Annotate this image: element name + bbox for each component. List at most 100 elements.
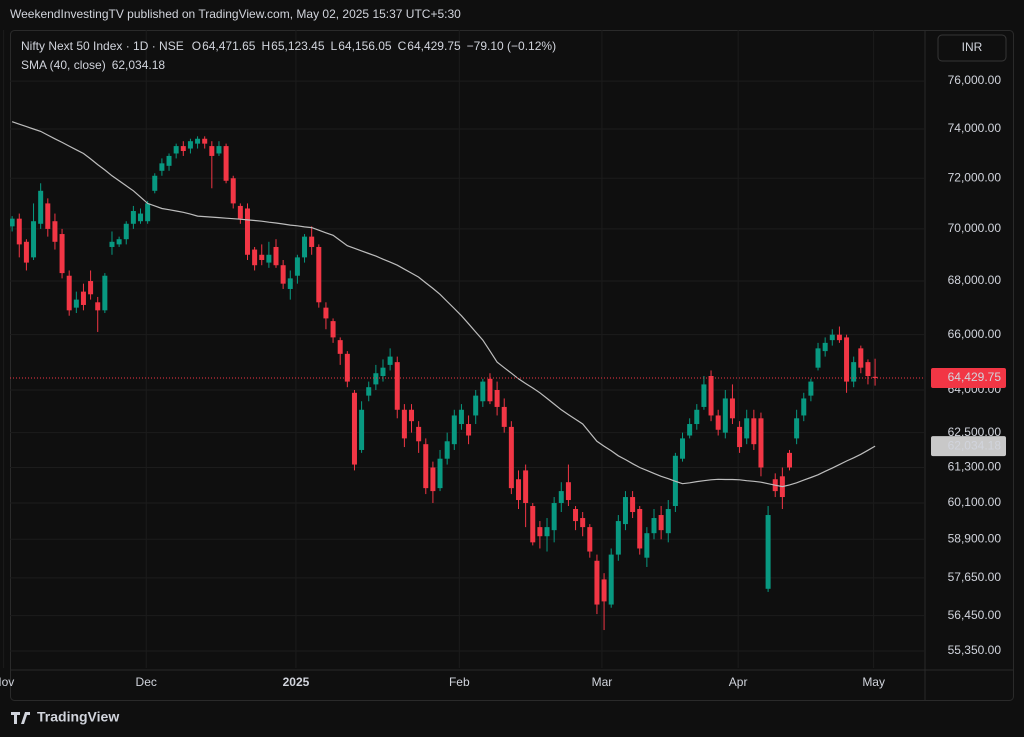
last-price-label: 64,429.75 (948, 370, 1002, 384)
candle-body (202, 138, 208, 144)
footer-brand: TradingView (37, 709, 119, 725)
legend-sma-value: 62,034.18 (112, 58, 166, 72)
candle-body (130, 211, 136, 224)
candle-body (872, 376, 878, 378)
candle-body (173, 146, 179, 154)
candle-body (587, 527, 593, 552)
candle-body (38, 190, 44, 224)
y-tick-label: 61,300.00 (948, 460, 1002, 474)
candle-body (330, 321, 336, 338)
candle-body (851, 362, 857, 382)
candle-body (266, 254, 272, 263)
candle-body (416, 426, 422, 442)
candle-body (515, 479, 521, 501)
candle-body (309, 236, 315, 247)
candle-body (480, 381, 486, 402)
candle-body (508, 426, 514, 489)
legend-ohlc-key: H (261, 39, 270, 53)
candle-body (252, 249, 258, 266)
candle-body (615, 521, 621, 555)
candle-body (708, 376, 714, 416)
candle-body (380, 367, 386, 377)
candle-body (152, 175, 158, 191)
legend-title: Nifty Next 50 Index · 1D · NSE (21, 39, 184, 53)
candle-body (351, 392, 357, 465)
candle-body (601, 579, 607, 602)
candle-body (166, 155, 172, 166)
candle-body (580, 518, 586, 528)
candle-body (665, 509, 671, 534)
grid (3, 30, 925, 668)
candle-body (494, 389, 500, 407)
candle-body (551, 503, 557, 531)
legend-ohlc-key: L (331, 39, 338, 53)
currency-button[interactable] (937, 34, 1007, 62)
candle-body (836, 334, 842, 341)
candle-body (52, 221, 58, 242)
candle-body (801, 398, 807, 416)
candle-body (651, 518, 657, 534)
x-tick-label: 2025 (283, 675, 310, 689)
candle-body (280, 265, 286, 284)
y-tick-label: 70,000.00 (948, 221, 1002, 235)
candle-body (116, 239, 122, 245)
candle-body (430, 467, 436, 492)
y-tick-label: 58,900.00 (948, 531, 1002, 545)
candle-body (423, 444, 429, 489)
candle-body (622, 497, 628, 525)
candle-body (444, 441, 450, 459)
candle-body (858, 348, 864, 368)
footer-logo (11, 712, 30, 724)
logo-icon (11, 712, 30, 724)
x-tick-label: May (862, 675, 885, 689)
candle-body (744, 418, 750, 439)
candle-body (644, 533, 650, 558)
candle-body (844, 337, 850, 382)
candle-body (273, 246, 279, 266)
candle-body (815, 348, 821, 368)
legend-sma-name: SMA (40, close) (21, 58, 106, 72)
y-tick-label: 57,650.00 (948, 570, 1002, 584)
plot (10, 121, 925, 631)
candle-body (138, 213, 144, 222)
candle-body (451, 415, 457, 445)
candle-body (530, 506, 536, 543)
candle-body (366, 387, 372, 396)
x-tick-label: Dec (136, 675, 157, 689)
y-tick-label: 55,350.00 (948, 643, 1002, 657)
candle-body (10, 218, 15, 227)
candle-body (680, 438, 686, 459)
candle-body (594, 560, 600, 605)
legend-ohlc-value: 64,471.65 (202, 39, 256, 53)
candle-body (808, 381, 814, 396)
candle-body (159, 163, 165, 171)
candle-body (294, 257, 300, 276)
candle-body (88, 281, 94, 295)
candle-body (401, 409, 407, 439)
y-tick-label: 72,000.00 (948, 170, 1002, 184)
candle-body (487, 378, 493, 402)
candle-body (237, 205, 243, 219)
y-tick-label: 56,450.00 (948, 608, 1002, 622)
candle-body (59, 234, 65, 274)
candle-body (458, 409, 464, 425)
candle-body (45, 203, 51, 229)
candle-body (473, 395, 479, 416)
sma-tag-label: 62,034.18 (948, 438, 1002, 452)
candle-body (323, 307, 329, 319)
sma-line (11, 121, 876, 488)
candle-body (573, 509, 579, 522)
candle-body (701, 384, 707, 407)
candle-body (223, 146, 229, 181)
candle-body (637, 509, 643, 549)
candle-body (501, 406, 507, 427)
candle-body (316, 246, 322, 303)
publish-note: WeekendInvestingTV published on TradingV… (10, 7, 461, 21)
candle-body (31, 221, 37, 258)
candle-body (66, 275, 72, 311)
candle-body (145, 203, 151, 222)
legend-change: −79.10 (−0.12%) (467, 39, 556, 53)
currency-label[interactable]: INR (962, 40, 983, 54)
candle-body (466, 424, 472, 436)
